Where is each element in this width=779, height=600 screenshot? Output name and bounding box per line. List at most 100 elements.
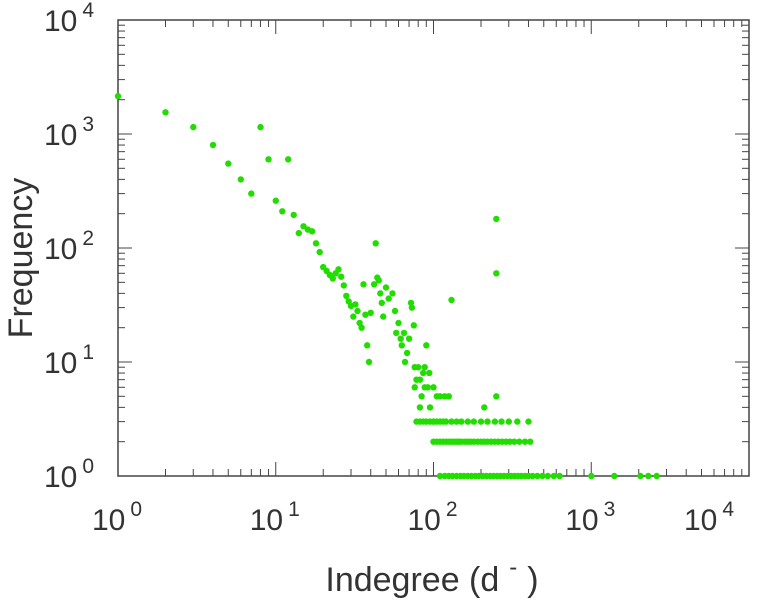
- x-tick-label-base: 10: [565, 504, 598, 537]
- x-tick-label-exponent: 0: [130, 498, 142, 521]
- data-point: [415, 364, 422, 371]
- data-point: [511, 438, 518, 445]
- data-point: [477, 418, 485, 425]
- data-point: [354, 307, 361, 315]
- data-point: [416, 376, 424, 383]
- y-tick-label: 10 4: [44, 0, 94, 38]
- data-point: [514, 418, 521, 425]
- x-tick-label: 10 3: [565, 498, 615, 537]
- data-point: [550, 472, 558, 480]
- data-point: [420, 369, 427, 377]
- x-tick-label: 10 1: [250, 498, 300, 537]
- data-point: [377, 290, 384, 297]
- y-tick-label-base: 10: [44, 119, 77, 152]
- data-point: [637, 472, 644, 480]
- data-point: [405, 335, 413, 342]
- data-point: [400, 329, 408, 337]
- data-point: [505, 418, 512, 425]
- data-point: [350, 313, 357, 320]
- data-point: [365, 358, 373, 366]
- y-tick-label-base: 10: [44, 347, 77, 380]
- data-point: [521, 438, 529, 445]
- x-tick-label-base: 10: [250, 504, 283, 537]
- y-tick-label-exponent: 0: [82, 455, 94, 478]
- data-point: [393, 329, 400, 337]
- data-point: [397, 335, 404, 342]
- y-tick-label-exponent: 2: [82, 227, 94, 250]
- data-point: [265, 156, 272, 163]
- data-point: [653, 472, 660, 480]
- data-point: [645, 472, 652, 480]
- data-point: [556, 472, 563, 480]
- data-point: [248, 190, 255, 197]
- data-point: [237, 176, 244, 183]
- x-tick-label-exponent: 4: [722, 498, 734, 521]
- data-point: [190, 123, 197, 131]
- y-tick-label: 10 1: [44, 341, 94, 380]
- data-point: [300, 223, 307, 230]
- data-point: [279, 208, 286, 215]
- x-axis-label-close: ): [527, 561, 538, 599]
- data-point: [436, 472, 444, 480]
- data-point: [385, 295, 392, 302]
- x-tick-label: 10 4: [684, 498, 734, 537]
- data-point: [272, 197, 279, 204]
- x-tick-labels: 10 0 10 1 10 2 10 3 10 4: [92, 498, 734, 537]
- data-point: [539, 472, 546, 480]
- data-point: [312, 240, 320, 247]
- data-point: [484, 418, 491, 425]
- data-point: [360, 281, 367, 288]
- data-point: [410, 322, 417, 329]
- x-axis-label: Indegree (d -): [325, 554, 538, 599]
- data-point: [525, 418, 532, 425]
- data-point: [335, 266, 342, 273]
- x-tick-label-exponent: 2: [446, 498, 458, 521]
- x-tick-label-exponent: 1: [288, 498, 300, 521]
- y-tick-label-base: 10: [44, 233, 77, 266]
- data-point: [338, 273, 345, 280]
- data-point: [375, 277, 382, 284]
- data-point: [426, 369, 433, 377]
- data-point: [362, 311, 369, 318]
- x-axis-label-text: Indegree (d: [325, 561, 499, 599]
- data-point: [411, 384, 418, 391]
- y-axis-label: Frequency: [2, 178, 40, 339]
- data-point: [423, 342, 430, 349]
- data-point: [527, 438, 534, 445]
- data-point: [421, 364, 428, 371]
- data-point: [493, 270, 500, 277]
- data-point: [401, 358, 409, 366]
- data-point: [290, 211, 297, 219]
- x-tick-label: 10 0: [92, 498, 142, 537]
- x-tick-label-base: 10: [684, 504, 717, 537]
- data-point: [481, 404, 488, 411]
- data-point: [588, 472, 595, 480]
- data-point: [370, 281, 378, 288]
- data-point: [418, 393, 425, 400]
- data-point: [516, 438, 523, 445]
- data-point: [458, 418, 465, 425]
- data-point: [343, 292, 350, 300]
- data-point: [209, 141, 217, 149]
- data-point: [308, 228, 316, 235]
- y-tick-label: 10 3: [44, 113, 94, 152]
- plot-frame: [117, 19, 750, 477]
- data-point: [378, 299, 385, 307]
- data-point: [358, 324, 365, 331]
- x-tick-label-base: 10: [92, 504, 125, 537]
- data-point: [352, 301, 359, 308]
- data-point: [382, 284, 390, 291]
- data-point: [257, 123, 264, 131]
- data-point: [295, 229, 302, 237]
- data-point: [534, 472, 541, 480]
- data-point: [544, 472, 551, 480]
- data-point: [364, 342, 371, 349]
- data-point: [491, 418, 499, 425]
- data-point: [436, 393, 444, 400]
- y-tick-label-exponent: 1: [82, 341, 94, 364]
- data-point: [493, 215, 500, 223]
- data-point: [389, 290, 396, 297]
- x-tick-label: 10 2: [408, 498, 458, 537]
